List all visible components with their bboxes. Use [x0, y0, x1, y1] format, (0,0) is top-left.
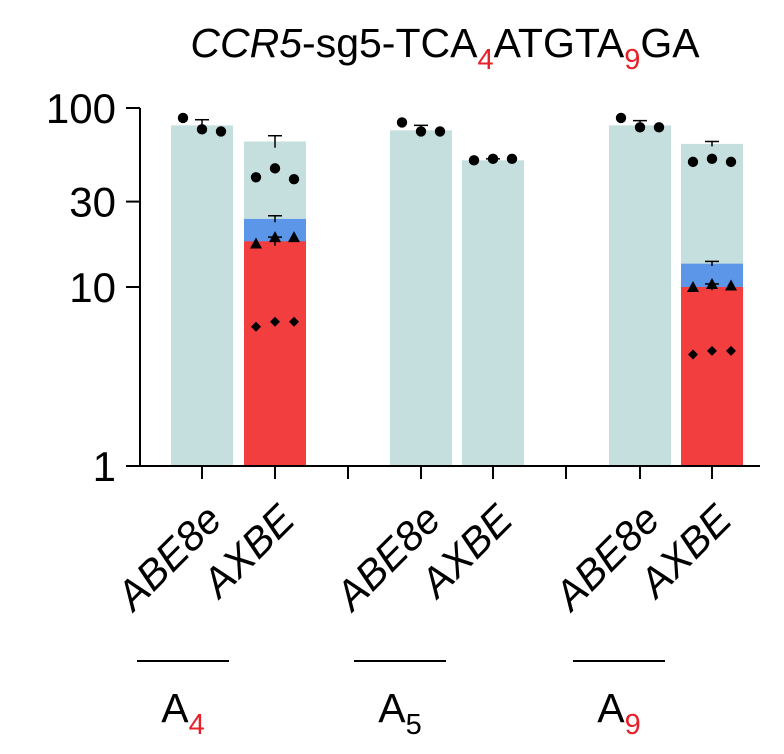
point-triangle-1-0	[250, 237, 262, 249]
group-label-sub-1: 5	[406, 709, 422, 741]
point-circle-5-2	[725, 156, 737, 168]
bar-total-0	[171, 125, 233, 466]
point-circle-5-0	[687, 156, 699, 168]
point-circle-0-2	[215, 126, 227, 137]
point-circle-0-1	[196, 124, 208, 135]
bar-total-3	[462, 160, 524, 466]
point-triangle-1-2	[288, 231, 300, 243]
point-circle-3-1	[487, 153, 499, 165]
point-triangle-5-2	[725, 279, 737, 291]
point-circle-4-0	[615, 112, 627, 124]
group-label-sub-2: 9	[625, 709, 641, 741]
title-gene: CCR5	[190, 20, 302, 66]
group-label-base-2: A	[597, 685, 625, 731]
point-circle-1-0	[250, 172, 262, 183]
group-label-base-1: A	[378, 685, 406, 731]
bar-bottom-5	[681, 287, 743, 466]
title-end: GA	[640, 20, 700, 66]
point-circle-2-0	[396, 117, 408, 128]
group-label-0: A4	[161, 685, 205, 741]
point-circle-2-2	[434, 126, 446, 137]
point-circle-0-0	[177, 112, 189, 124]
point-diamond-1-1	[270, 316, 280, 327]
y-tick-label-3: 100	[46, 85, 116, 132]
group-label-1: A5	[378, 685, 422, 741]
point-diamond-1-0	[251, 321, 261, 332]
y-tick-label-1: 10	[69, 264, 116, 311]
group-label-sub-0: 4	[189, 709, 205, 741]
point-diamond-5-0	[688, 349, 698, 360]
point-triangle-5-0	[687, 281, 699, 292]
bar-bottom-1	[244, 241, 306, 466]
point-circle-1-2	[288, 174, 300, 185]
chart-title: CCR5-sg5-TCA4ATGTA9GA	[190, 20, 700, 76]
point-circle-5-1	[706, 153, 718, 165]
point-circle-1-1	[269, 163, 281, 174]
point-triangle-1-1	[269, 231, 281, 243]
point-diamond-5-2	[726, 345, 736, 356]
point-triangle-5-1	[706, 277, 718, 289]
title-sub-4: 4	[477, 44, 493, 76]
bar-total-4	[609, 125, 671, 466]
group-label-base-0: A	[161, 685, 189, 731]
point-diamond-1-2	[289, 316, 299, 327]
title-sub-9: 9	[624, 44, 640, 76]
point-circle-4-2	[653, 122, 665, 133]
point-diamond-5-1	[707, 345, 717, 356]
point-circle-3-0	[468, 155, 480, 166]
point-circle-4-1	[634, 122, 646, 133]
point-circle-2-1	[415, 126, 427, 137]
point-circle-3-2	[506, 153, 518, 165]
title-rest: -sg5-TCA	[302, 20, 478, 66]
y-tick-label-2: 30	[69, 179, 116, 226]
y-tick-label-0: 1	[93, 443, 116, 490]
title-mid: ATGTA	[494, 20, 625, 66]
bar-total-2	[390, 130, 452, 467]
group-label-2: A9	[597, 685, 641, 741]
